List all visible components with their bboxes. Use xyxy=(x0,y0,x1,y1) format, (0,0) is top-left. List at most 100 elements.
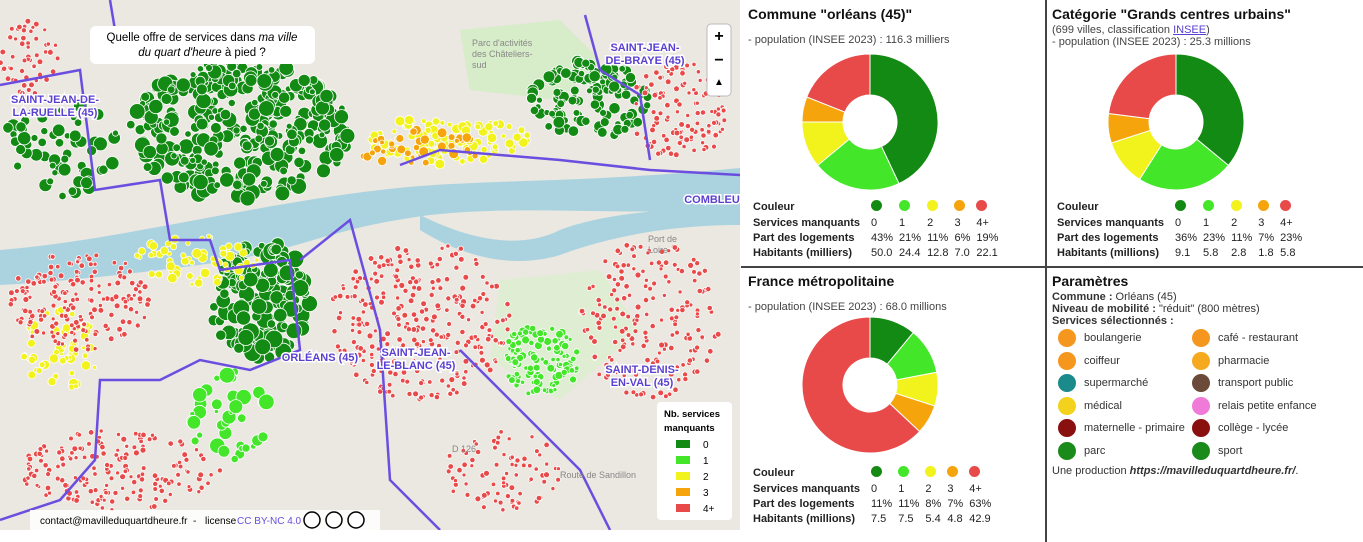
insee-link[interactable]: INSEE xyxy=(1173,24,1207,36)
map-dot xyxy=(217,444,231,458)
map-dot xyxy=(712,131,719,139)
service-name: supermarché xyxy=(1084,377,1149,390)
map-dot xyxy=(522,328,530,336)
map-dot xyxy=(49,329,55,335)
map-dot xyxy=(200,158,208,166)
cell xyxy=(1255,199,1277,215)
footer-link[interactable]: https://mavilleduquartdheure.fr/ xyxy=(1129,465,1296,477)
boundary xyxy=(0,68,302,522)
zoom-button[interactable]: ▲ xyxy=(714,77,724,88)
map-dot xyxy=(350,315,356,321)
map-dot xyxy=(103,489,109,496)
legend-swatch xyxy=(676,472,690,480)
map-dot xyxy=(625,313,631,320)
map-dot xyxy=(28,28,34,34)
map-dot xyxy=(687,261,694,269)
map-dot xyxy=(445,243,451,249)
map-label: Parc d'activités xyxy=(472,38,533,48)
legend-table: Couleur Services manquants 0 1 2 3 4+ Part des … xyxy=(750,465,994,526)
service-icon xyxy=(1192,442,1210,460)
map-dot xyxy=(430,313,438,321)
map-dot xyxy=(669,332,676,338)
map-dot xyxy=(99,505,106,511)
map-dot xyxy=(13,288,20,295)
cell xyxy=(924,199,951,215)
map-dot xyxy=(26,466,32,472)
map-dot xyxy=(595,296,602,304)
map-dot xyxy=(480,504,487,511)
map-dot xyxy=(353,371,360,378)
license[interactable]: CC BY-NC 4.0 xyxy=(237,516,302,527)
map-dot xyxy=(500,507,506,513)
map-dot xyxy=(498,429,504,435)
map-dot xyxy=(70,281,77,288)
map-dot xyxy=(131,478,138,486)
map-dot xyxy=(504,138,515,149)
map-dot xyxy=(259,179,268,188)
map-dot xyxy=(484,122,494,132)
map-dot xyxy=(19,40,26,47)
map-dot xyxy=(513,472,519,478)
subtitle: - population (INSEE 2023) : 116.3 millie… xyxy=(748,34,950,46)
map-dot xyxy=(459,313,466,320)
map-dot xyxy=(508,484,516,492)
map-dot xyxy=(542,358,550,366)
cc-icon xyxy=(303,511,321,529)
map-dot xyxy=(714,330,722,338)
zoom-button[interactable]: − xyxy=(714,52,723,69)
map-dot xyxy=(697,77,703,83)
cell: 0 xyxy=(871,216,878,229)
map-label: des Châteliers- xyxy=(472,49,533,59)
cell: 3 xyxy=(954,216,961,229)
map-dot xyxy=(19,90,26,97)
map-dot xyxy=(491,143,499,151)
map-dot xyxy=(668,315,675,322)
map-dot xyxy=(446,321,453,327)
map-dot xyxy=(642,283,649,289)
map-dot xyxy=(459,158,466,165)
cell xyxy=(1228,199,1255,215)
map-dot xyxy=(619,343,627,351)
map-dot xyxy=(492,444,498,451)
map-dot xyxy=(492,120,500,127)
map-dot xyxy=(119,473,126,481)
map-dot xyxy=(678,267,686,275)
map-dot xyxy=(88,285,95,292)
footer-box xyxy=(30,510,380,530)
map-dot xyxy=(378,273,385,279)
contact[interactable]: contact@mavilleduquartdheure.fr xyxy=(40,516,188,527)
map-dot xyxy=(684,299,691,306)
map-dot xyxy=(384,341,391,348)
map-dot xyxy=(8,289,15,297)
map-dot xyxy=(439,120,446,126)
cell: 12.8 xyxy=(927,246,949,259)
map-dot xyxy=(643,381,650,388)
map-dot xyxy=(543,471,550,479)
map-dot xyxy=(527,463,533,469)
map-dot xyxy=(191,248,203,259)
map-dot xyxy=(418,394,425,401)
map-dot xyxy=(286,128,298,141)
map-dot xyxy=(649,322,656,330)
map-dot xyxy=(673,85,680,93)
map-dot xyxy=(236,413,247,423)
map-dot xyxy=(254,338,272,356)
service: pharmacie xyxy=(1192,351,1269,370)
map-dot xyxy=(269,290,284,305)
zoom-button[interactable]: + xyxy=(714,28,723,45)
map-label: Port de xyxy=(648,234,677,244)
legend-table: Couleur Services manquants 0 1 2 3 4+ Part des … xyxy=(750,199,1001,260)
map-dot xyxy=(120,485,126,491)
map-dot xyxy=(116,431,122,437)
map-dot xyxy=(685,331,691,337)
map-dot xyxy=(122,468,129,474)
map-dot xyxy=(665,69,671,74)
map[interactable]: Quelle offre de services dans ma ville du… xyxy=(0,0,740,530)
map-dot xyxy=(369,351,375,358)
map-dot xyxy=(193,447,199,453)
map-dot xyxy=(420,363,427,371)
service: supermarché xyxy=(1058,374,1149,393)
map-dot xyxy=(57,272,65,280)
map-dot xyxy=(450,488,456,494)
map-dot xyxy=(205,480,211,486)
